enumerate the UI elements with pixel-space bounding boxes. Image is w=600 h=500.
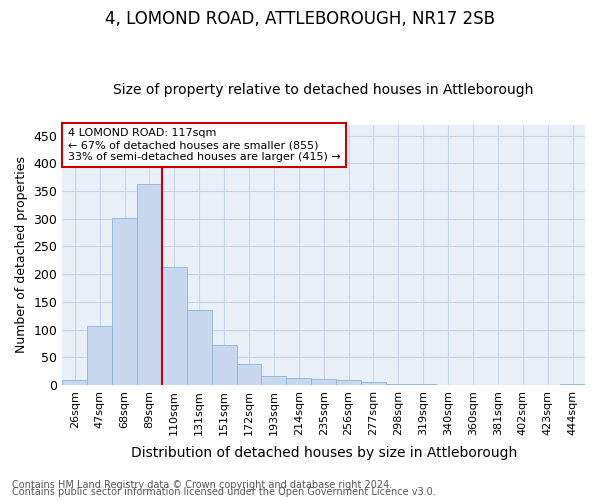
Bar xyxy=(137,184,162,385)
Bar xyxy=(311,379,336,385)
Bar xyxy=(286,378,311,385)
Bar xyxy=(162,268,187,385)
Bar xyxy=(87,326,112,385)
Bar xyxy=(411,384,436,385)
Text: 4 LOMOND ROAD: 117sqm
← 67% of detached houses are smaller (855)
33% of semi-det: 4 LOMOND ROAD: 117sqm ← 67% of detached … xyxy=(68,128,340,162)
Title: Size of property relative to detached houses in Attleborough: Size of property relative to detached ho… xyxy=(113,83,534,97)
Bar xyxy=(361,382,386,385)
Y-axis label: Number of detached properties: Number of detached properties xyxy=(15,156,28,353)
Bar xyxy=(236,364,262,385)
Bar xyxy=(336,380,361,385)
Text: Contains public sector information licensed under the Open Government Licence v3: Contains public sector information licen… xyxy=(12,487,436,497)
Text: 4, LOMOND ROAD, ATTLEBOROUGH, NR17 2SB: 4, LOMOND ROAD, ATTLEBOROUGH, NR17 2SB xyxy=(105,10,495,28)
Bar xyxy=(62,380,87,385)
Bar xyxy=(386,384,411,385)
Bar xyxy=(262,376,286,385)
X-axis label: Distribution of detached houses by size in Attleborough: Distribution of detached houses by size … xyxy=(131,446,517,460)
Bar xyxy=(560,384,585,385)
Bar xyxy=(212,345,236,385)
Text: Contains HM Land Registry data © Crown copyright and database right 2024.: Contains HM Land Registry data © Crown c… xyxy=(12,480,392,490)
Bar xyxy=(187,310,212,385)
Bar xyxy=(112,218,137,385)
